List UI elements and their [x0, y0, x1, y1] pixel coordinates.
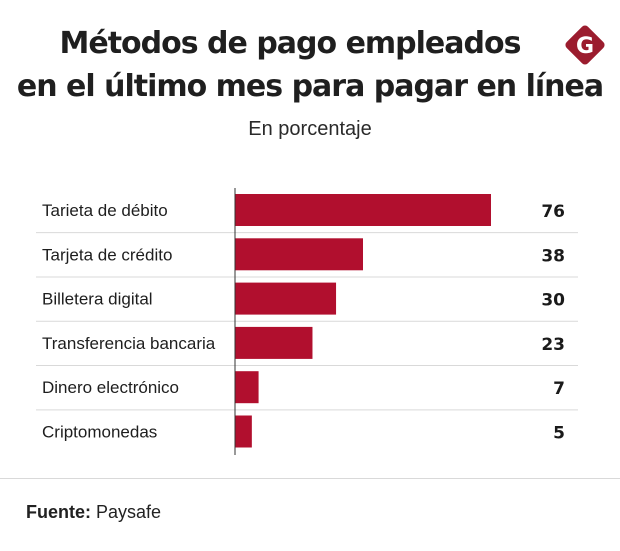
bar-4	[235, 371, 259, 404]
row-separators	[36, 232, 578, 411]
bar-3	[235, 326, 313, 359]
value-label: 76	[541, 202, 565, 222]
chart-subtitle: En porcentaje	[248, 118, 372, 140]
category-label: Billetera digital	[42, 290, 153, 309]
category-labels: Tarieta de débito Tarjeta de crédito Bille…	[42, 201, 216, 442]
value-labels: 76 38 30 23 7 5	[541, 202, 565, 444]
footer-divider	[0, 478, 620, 479]
bar-0	[235, 194, 491, 226]
logo-letter: G	[576, 34, 594, 59]
category-label: Criptomonedas	[42, 423, 157, 442]
value-label: 38	[541, 246, 565, 266]
category-label: Tarieta de débito	[42, 201, 168, 220]
chart-title-line-2: en el último mes para pagar en línea	[16, 69, 604, 104]
source-value: Paysafe	[96, 502, 162, 522]
bar-2	[235, 282, 337, 315]
source-label: Fuente:	[26, 502, 91, 522]
gestion-logo-icon: G	[565, 25, 605, 65]
bar-5	[235, 415, 252, 448]
category-label: Dinero electrónico	[42, 378, 179, 397]
category-label: Tarjeta de crédito	[42, 245, 172, 264]
chart-title-line-1: Métodos de pago empleados	[59, 26, 522, 61]
category-label: Transferencia bancaria	[42, 334, 216, 353]
value-label: 5	[553, 424, 565, 444]
bar-1	[235, 238, 363, 271]
value-label: 7	[553, 379, 565, 399]
source-note: Fuente: Paysafe	[26, 502, 161, 523]
bars	[235, 194, 491, 448]
value-label: 23	[541, 335, 565, 355]
value-label: 30	[541, 291, 565, 311]
